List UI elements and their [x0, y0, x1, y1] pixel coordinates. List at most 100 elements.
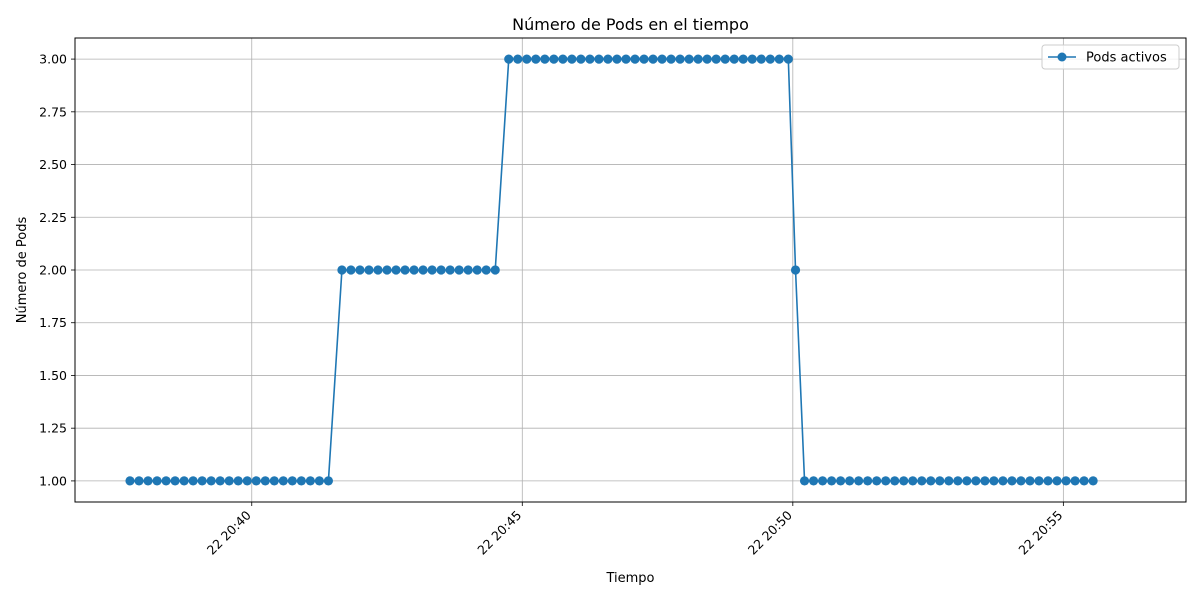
data-point: [1016, 476, 1026, 486]
y-tick-label: 1.00: [39, 473, 67, 488]
data-point: [1043, 476, 1053, 486]
data-point: [251, 476, 261, 486]
data-point: [206, 476, 216, 486]
data-point: [944, 476, 954, 486]
data-point: [711, 54, 721, 64]
data-point: [197, 476, 207, 486]
data-point: [881, 476, 891, 486]
data-point: [774, 54, 784, 64]
data-point: [666, 54, 676, 64]
data-point: [549, 54, 559, 64]
data-point: [648, 54, 658, 64]
data-point: [373, 265, 383, 275]
data-point: [463, 265, 473, 275]
data-point: [170, 476, 180, 486]
data-point: [1052, 476, 1062, 486]
data-point: [1034, 476, 1044, 486]
data-point: [513, 54, 523, 64]
x-axis: 22 20:40 22 20:45 22 20:50 22 20:55: [204, 502, 1065, 558]
data-point: [684, 54, 694, 64]
data-point: [567, 54, 577, 64]
y-tick-label: 2.00: [39, 263, 67, 278]
data-point: [657, 54, 667, 64]
data-point: [980, 476, 990, 486]
x-tick-label: 22 20:45: [474, 508, 524, 558]
data-point: [400, 265, 410, 275]
data-point: [391, 265, 401, 275]
data-point: [738, 54, 748, 64]
data-point: [436, 265, 446, 275]
y-tick-label: 2.75: [39, 104, 67, 119]
data-point: [747, 54, 757, 64]
y-tick-label: 2.50: [39, 157, 67, 172]
data-point: [827, 476, 837, 486]
legend: Pods activos: [1041, 44, 1180, 70]
data-point: [242, 476, 252, 486]
data-point: [233, 476, 243, 486]
x-axis-label: Tiempo: [605, 571, 654, 586]
y-tick-label: 3.00: [39, 52, 67, 67]
x-tick-label: 22 20:40: [204, 507, 254, 557]
data-point: [836, 476, 846, 486]
data-point: [603, 54, 613, 64]
data-point: [143, 476, 153, 486]
data-point: [783, 54, 793, 64]
data-point: [215, 476, 225, 486]
data-point: [1070, 476, 1080, 486]
data-point: [296, 476, 306, 486]
data-point: [445, 265, 455, 275]
data-point: [765, 54, 775, 64]
data-point: [890, 476, 900, 486]
data-point: [1061, 476, 1071, 486]
series-layer: [125, 54, 1098, 486]
data-point: [427, 265, 437, 275]
data-point: [134, 476, 144, 486]
data-point: [790, 265, 801, 275]
data-point: [1025, 476, 1035, 486]
data-point: [323, 476, 333, 486]
legend-dot-marker: [1057, 52, 1067, 62]
data-point: [125, 476, 135, 486]
data-point: [346, 265, 356, 275]
data-point: [845, 476, 855, 486]
data-point: [808, 476, 819, 486]
data-point: [278, 476, 288, 486]
data-point: [908, 476, 918, 486]
data-point: [621, 54, 631, 64]
data-point: [355, 265, 365, 275]
data-point: [953, 476, 963, 486]
legend-box: [1041, 44, 1180, 70]
data-point: [382, 265, 392, 275]
y-tick-label: 2.25: [39, 210, 67, 225]
data-point: [314, 476, 324, 486]
y-tick-label: 1.75: [39, 315, 67, 330]
data-point: [899, 476, 909, 486]
data-point: [260, 476, 270, 486]
data-point: [594, 54, 604, 64]
data-point: [418, 265, 428, 275]
data-point: [630, 54, 640, 64]
data-point: [179, 476, 189, 486]
data-point: [490, 265, 500, 275]
data-point: [287, 476, 297, 486]
data-point: [675, 54, 685, 64]
data-point: [729, 54, 739, 64]
legend-entry-label: Pods activos: [1086, 51, 1167, 66]
data-point: [720, 54, 730, 64]
data-point: [472, 265, 482, 275]
y-axis: 1.00 1.25 1.50 1.75 2.00 2.25 2.50 2.75 3.00: [39, 52, 75, 488]
data-point: [962, 476, 972, 486]
data-point: [531, 54, 541, 64]
data-point: [558, 54, 568, 64]
data-point: [971, 476, 981, 486]
data-point: [305, 476, 315, 486]
data-point: [161, 476, 171, 486]
data-point: [863, 476, 873, 486]
data-point: [269, 476, 279, 486]
y-tick-label: 1.50: [39, 368, 67, 383]
data-point: [756, 54, 766, 64]
chart-title: Número de Pods en el tiempo: [512, 15, 749, 34]
data-point: [1079, 476, 1089, 486]
data-point: [152, 476, 162, 486]
